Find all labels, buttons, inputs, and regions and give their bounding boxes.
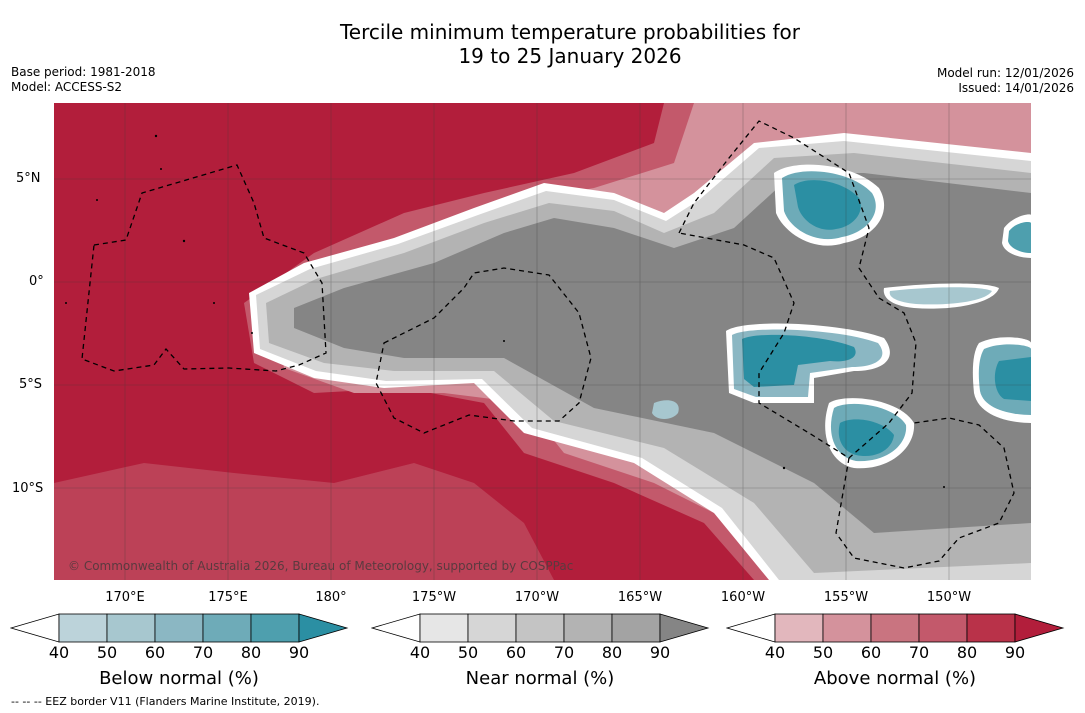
colorbar-near-normal bbox=[371, 613, 711, 643]
cb-above-tick: 60 bbox=[860, 643, 882, 662]
below-normal-blob-3-core bbox=[838, 419, 894, 457]
colorbar-above-normal-svg bbox=[726, 613, 1065, 643]
colorbar-below-normal bbox=[10, 613, 350, 643]
eez-border-central bbox=[375, 267, 592, 434]
colorbar-segment bbox=[202, 613, 252, 643]
title-line-1: Tercile minimum temperature probabilitie… bbox=[339, 20, 801, 44]
colorbar-label-above: Above normal (%) bbox=[813, 668, 977, 689]
colorbar-segment bbox=[774, 613, 824, 643]
cb-near-tick: 50 bbox=[457, 643, 479, 662]
eez-border-southeast bbox=[835, 417, 1015, 569]
colorbar-segment bbox=[822, 613, 872, 643]
cb-below-tick: 60 bbox=[144, 643, 166, 662]
cb-near-tick: 80 bbox=[601, 643, 623, 662]
island-markers bbox=[65, 134, 945, 488]
below-normal-blob-2-core bbox=[742, 334, 856, 387]
lon-label-165w: 165°W bbox=[617, 590, 663, 605]
colorbar-segment bbox=[563, 613, 613, 643]
colorbar-extend-high bbox=[1014, 613, 1065, 643]
cb-near-tick: 60 bbox=[505, 643, 527, 662]
cb-below-tick: 90 bbox=[288, 643, 310, 662]
cb-above-tick: 80 bbox=[956, 643, 978, 662]
issued-date: Issued: 14/01/2026 bbox=[958, 81, 1074, 95]
colorbar-extend-high bbox=[659, 613, 710, 643]
eez-border-east bbox=[678, 120, 917, 459]
cb-below-tick: 80 bbox=[240, 643, 262, 662]
below-normal-blob-1-core bbox=[794, 180, 861, 230]
lat-label-0: 0° bbox=[29, 274, 44, 289]
cb-near-tick: 70 bbox=[553, 643, 575, 662]
colorbar-extend-high bbox=[298, 613, 349, 643]
lon-label-150w: 150°W bbox=[926, 590, 972, 605]
cb-above-tick: 90 bbox=[1004, 643, 1026, 662]
colorbar-above-normal bbox=[726, 613, 1066, 643]
cb-below-tick: 70 bbox=[192, 643, 214, 662]
lon-label-180: 180° bbox=[315, 590, 347, 605]
title-line-2: 19 to 25 January 2026 bbox=[458, 44, 682, 68]
colorbar-extend-low bbox=[10, 613, 60, 643]
colorbar-near-normal-svg bbox=[371, 613, 710, 643]
cb-above-tick: 50 bbox=[812, 643, 834, 662]
colorbar-extend-low bbox=[371, 613, 421, 643]
colorbar-segment bbox=[918, 613, 968, 643]
map-svg bbox=[54, 103, 1031, 580]
colorbar-segment bbox=[870, 613, 920, 643]
lon-label-175w: 175°W bbox=[411, 590, 457, 605]
graticule bbox=[54, 103, 1031, 580]
cb-near-tick: 40 bbox=[409, 643, 431, 662]
meta-right: Model run: 12/01/2026 Issued: 14/01/2026 bbox=[937, 66, 1074, 96]
below-normal-blob-5 bbox=[1008, 221, 1031, 253]
colorbar-segment bbox=[467, 613, 517, 643]
below-normal-blob-7 bbox=[652, 400, 679, 419]
colorbar-segment bbox=[58, 613, 108, 643]
lon-label-175e: 175°E bbox=[208, 590, 248, 605]
model-run: Model run: 12/01/2026 bbox=[936, 66, 1074, 80]
lon-label-155w: 155°W bbox=[823, 590, 869, 605]
colorbar-below-normal-svg bbox=[10, 613, 349, 643]
lat-label-10s: 10°S bbox=[12, 481, 44, 496]
lon-label-170e: 170°E bbox=[105, 590, 145, 605]
cb-near-tick: 90 bbox=[649, 643, 671, 662]
cb-above-tick: 40 bbox=[764, 643, 786, 662]
probability-map bbox=[54, 103, 1031, 580]
chart-title: Tercile minimum temperature probabilitie… bbox=[0, 20, 1085, 68]
meta-left: Base period: 1981-2018 Model: ACCESS-S2 bbox=[11, 65, 156, 95]
lat-label-5n: 5°N bbox=[16, 171, 41, 186]
colorbar-label-near: Near normal (%) bbox=[465, 668, 615, 689]
colorbar-segment bbox=[106, 613, 156, 643]
lon-label-160w: 160°W bbox=[720, 590, 766, 605]
above-normal-south-zone bbox=[54, 463, 554, 580]
colorbar-label-below: Below normal (%) bbox=[99, 668, 259, 689]
lon-label-170w: 170°W bbox=[514, 590, 560, 605]
colorbar-segment bbox=[515, 613, 565, 643]
colorbar-extend-low bbox=[726, 613, 776, 643]
cb-above-tick: 70 bbox=[908, 643, 930, 662]
lat-label-5s: 5°S bbox=[19, 377, 43, 392]
eez-borders bbox=[81, 120, 1015, 569]
model-name: Model: ACCESS-S2 bbox=[11, 80, 123, 94]
copyright-notice: © Commonwealth of Australia 2026, Bureau… bbox=[68, 559, 574, 573]
colorbar-segment bbox=[611, 613, 661, 643]
colorbar-segment bbox=[154, 613, 204, 643]
eez-footnote: -- -- -- EEZ border V11 (Flanders Marine… bbox=[11, 695, 320, 708]
eez-border-west bbox=[81, 164, 327, 372]
cb-below-tick: 40 bbox=[48, 643, 70, 662]
below-normal-blob-6 bbox=[889, 287, 992, 305]
below-normal-blob-4-core bbox=[994, 357, 1031, 401]
colorbar-segment bbox=[966, 613, 1016, 643]
cb-below-tick: 50 bbox=[96, 643, 118, 662]
base-period: Base period: 1981-2018 bbox=[11, 65, 156, 79]
colorbar-segment bbox=[250, 613, 300, 643]
colorbar-segment bbox=[419, 613, 469, 643]
